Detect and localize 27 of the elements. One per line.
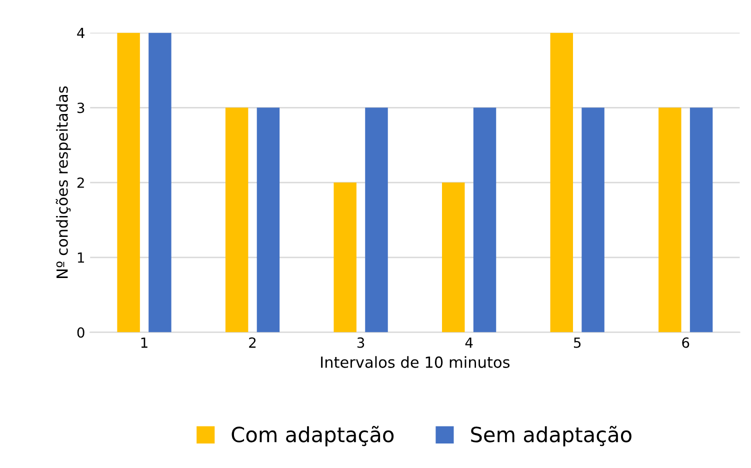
y-tick-label: 2 bbox=[77, 177, 84, 188]
bar bbox=[334, 182, 356, 332]
bar bbox=[225, 108, 248, 332]
x-tick-label: 2 bbox=[249, 337, 256, 348]
bar bbox=[148, 32, 172, 332]
x-tick-label: 3 bbox=[357, 337, 364, 348]
x-axis-title: Intervalos de 10 minutos bbox=[321, 356, 510, 368]
bar bbox=[582, 108, 604, 332]
bar bbox=[658, 108, 682, 332]
x-tick-label: 4 bbox=[465, 338, 473, 348]
bar bbox=[550, 32, 573, 332]
bar bbox=[690, 108, 713, 332]
x-tick-label: 1 bbox=[141, 338, 148, 348]
bar bbox=[256, 108, 280, 332]
bar bbox=[365, 108, 388, 332]
y-axis-title: Nº condições respeitadas bbox=[56, 86, 71, 278]
legend-label: Sem adaptação bbox=[471, 426, 632, 446]
y-tick-label: 1 bbox=[78, 252, 84, 263]
bar bbox=[442, 182, 465, 332]
x-tick-label: 5 bbox=[574, 338, 581, 348]
y-tick-label: 3 bbox=[77, 102, 84, 114]
bar bbox=[473, 108, 496, 332]
y-tick-label: 4 bbox=[77, 28, 84, 38]
y-tick-label: 0 bbox=[77, 327, 84, 338]
bar bbox=[117, 32, 140, 332]
x-tick-label: 6 bbox=[682, 337, 690, 348]
legend-label: Com adaptação bbox=[232, 426, 394, 446]
